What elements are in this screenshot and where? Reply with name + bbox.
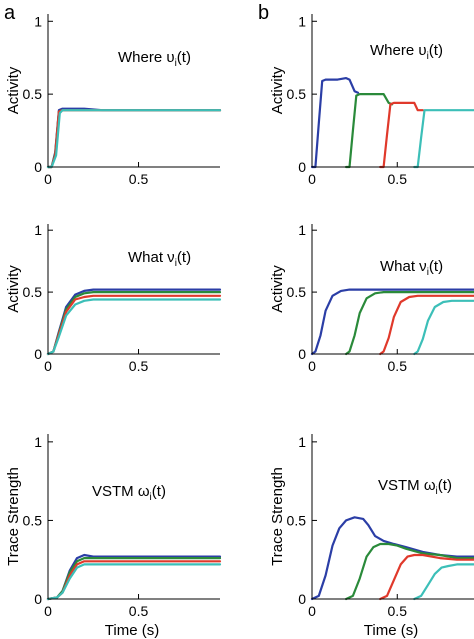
panel-annotation: VSTM ωi(t)	[378, 477, 452, 497]
y-tick-label: 1	[34, 434, 42, 450]
annotation-subscript: i	[427, 267, 429, 278]
series-line-blue	[46, 107, 222, 169]
annotation-subscript: i	[436, 486, 438, 497]
y-tick-label: 0.5	[287, 284, 307, 300]
y-tick-label: 0.5	[287, 512, 307, 528]
annotation-main: Where υ	[370, 42, 427, 59]
x-tick-label: 0.5	[129, 603, 149, 619]
y-tick-label: 1	[298, 434, 306, 450]
panel-letter-a: a	[4, 2, 16, 24]
x-tick-label: 0	[308, 358, 316, 374]
y-axis-label: Activity	[5, 66, 22, 114]
y-axis-label: Activity	[269, 265, 286, 313]
series-line-red	[379, 553, 474, 601]
series-line-cyan	[46, 109, 222, 169]
series-line-cyan	[413, 299, 474, 356]
panel-annotation: What νi(t)	[380, 258, 443, 278]
y-tick-label: 1	[34, 222, 42, 238]
y-tick-label: 0	[298, 159, 306, 175]
y-tick-label: 0.5	[23, 284, 43, 300]
series-line-cyan	[46, 563, 222, 601]
series-line-green	[46, 109, 222, 169]
annotation-tail: (t)	[152, 483, 166, 500]
panel-annotation: Where υi(t)	[370, 42, 443, 62]
x-tick-label: 0	[44, 358, 52, 374]
series-line-red	[46, 109, 222, 169]
y-axis-label: Activity	[269, 66, 286, 114]
y-axis-label: Activity	[5, 265, 22, 313]
annotation-main: Where υ	[118, 49, 175, 66]
annotation-subscript: i	[427, 51, 429, 62]
y-tick-label: 0	[298, 346, 306, 362]
annotation-subscript: i	[175, 258, 177, 269]
annotation-main: What ν	[380, 258, 427, 275]
x-tick-label: 0.5	[388, 358, 408, 374]
annotation-tail: (t)	[429, 42, 443, 59]
panel-annotation: VSTM ωi(t)	[92, 483, 166, 503]
annotation-tail: (t)	[177, 249, 191, 266]
series-line-green	[345, 291, 474, 356]
annotation-main: VSTM ω	[92, 483, 150, 500]
annotation-tail: (t)	[438, 477, 452, 494]
series-line-green	[345, 93, 394, 169]
y-tick-label: 0	[34, 159, 42, 175]
y-tick-label: 0	[34, 346, 42, 362]
y-tick-label: 1	[34, 13, 42, 29]
series-line-red	[379, 294, 474, 356]
series-line-blue	[310, 288, 474, 356]
x-tick-label: 0	[44, 171, 52, 187]
panel-annotation: What νi(t)	[128, 249, 191, 269]
y-axis-label: Trace Strength	[269, 467, 286, 566]
x-tick-label: 0.5	[388, 603, 408, 619]
series-line-green	[345, 542, 474, 601]
series-line-blue	[310, 77, 360, 169]
annotation-main: VSTM ω	[378, 477, 436, 494]
y-tick-label: 0.5	[23, 512, 43, 528]
y-tick-label: 0	[298, 591, 306, 607]
x-tick-label: 0	[44, 603, 52, 619]
series-line-cyan	[413, 109, 474, 169]
series-line-red	[379, 101, 424, 169]
panel-letter-b: b	[258, 2, 269, 24]
series-line-cyan	[413, 563, 474, 601]
y-tick-label: 0.5	[287, 86, 307, 102]
panel-annotation: Where υi(t)	[118, 49, 191, 69]
annotation-subscript: i	[150, 492, 152, 503]
y-tick-label: 0.5	[23, 86, 43, 102]
x-tick-label: 0.5	[129, 171, 149, 187]
annotation-tail: (t)	[429, 258, 443, 275]
annotation-tail: (t)	[177, 49, 191, 66]
y-tick-label: 1	[298, 222, 306, 238]
x-axis-label: Time (s)	[105, 622, 159, 639]
x-tick-label: 0	[308, 171, 316, 187]
series-line-cyan	[46, 298, 222, 356]
x-tick-label: 0.5	[129, 358, 149, 374]
y-tick-label: 0	[34, 591, 42, 607]
x-tick-label: 0.5	[388, 171, 408, 187]
y-axis-label: Trace Strength	[5, 467, 22, 566]
annotation-main: What ν	[128, 249, 175, 266]
x-axis-label: Time (s)	[364, 622, 418, 639]
y-tick-label: 1	[298, 13, 306, 29]
annotation-subscript: i	[175, 58, 177, 69]
x-tick-label: 0	[308, 603, 316, 619]
